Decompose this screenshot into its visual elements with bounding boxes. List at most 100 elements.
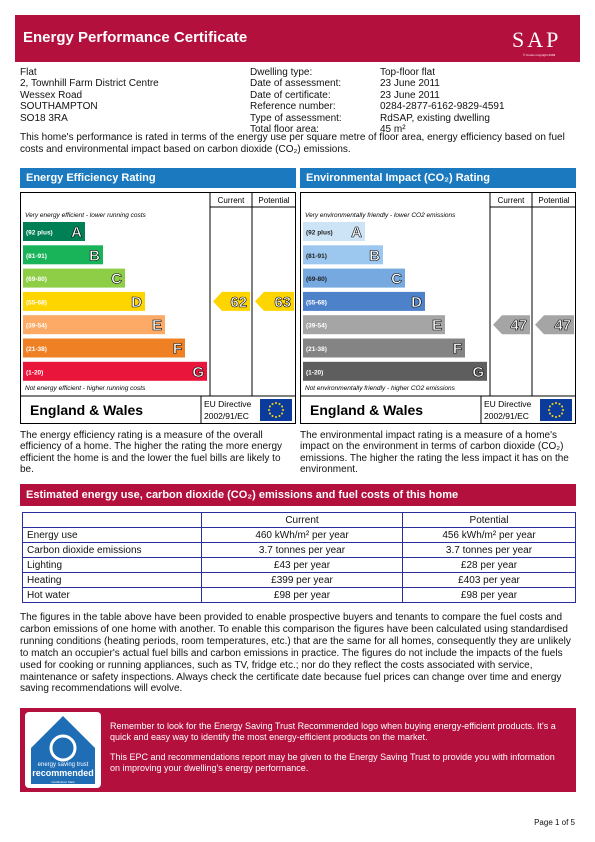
eu-star [548,405,551,408]
band-letter: B [89,247,100,264]
eu-star [558,402,561,405]
header-cell [22,512,202,528]
detail-label: Date of certificate: [250,89,331,101]
eu-star [271,415,274,418]
band-range: (1-20) [306,369,323,376]
address-line: 2, Townhill Farm District Centre [20,78,159,90]
table-cell: Hot water [22,587,202,603]
band-letter: C [111,271,122,288]
band [23,338,185,358]
detail-row: Date of assessment: 23 June 2011 [250,78,580,89]
rating-description: The environmental impact rating is a mea… [300,430,569,476]
chart-frame [300,192,576,424]
band [303,222,365,241]
table-row: Heating £399 per year £403 per year [22,572,576,588]
band [303,291,425,311]
table-cell: 456 kWh/m² per year [402,527,576,543]
band-range: (55-68) [26,299,47,306]
band [23,245,103,265]
detail-value: 0284-2877-6162-9829-4591 [380,101,505,113]
trust-logo: energy saving trust recommended Certific… [25,712,101,788]
band-letter: G [192,364,204,381]
band-letter: A [71,224,82,241]
band [23,268,125,288]
band [303,268,405,288]
detail-label: Date of assessment: [250,78,342,90]
eu-star [278,415,281,418]
band-letter: E [432,317,442,334]
rating-description: The energy efficiency rating is a measur… [20,430,283,476]
band-range: (92 plus) [26,230,53,237]
detail-label: Reference number: [250,101,336,113]
logo-swirl [49,734,77,762]
logo-note: © Crown copyright 2009 [523,53,556,57]
table-cell: 3.7 tonnes per year [402,542,576,558]
eu-flag [540,399,572,421]
band-range: (39-54) [306,323,327,330]
band [303,338,465,358]
eu-star [275,402,277,404]
directive: 2002/91/EC [204,411,249,421]
band [23,222,85,241]
band [23,315,165,335]
region: England & Wales [30,402,143,418]
band-range: (92 plus) [306,230,333,237]
band-range: (1-20) [26,369,43,376]
eu-star [278,402,281,405]
detail-label: Total floor area: [250,123,319,135]
table-cell: £399 per year [201,572,403,588]
eu-star [268,405,271,408]
eu-star [282,409,284,411]
address-line: Wessex Road [20,89,83,101]
region: England & Wales [310,402,423,418]
eu-star [561,405,564,408]
band-letter: A [351,224,362,241]
table-cell: Lighting [22,557,202,573]
band-letter: E [152,317,162,334]
detail-row: Type of assessment: RdSAP, existing dwell… [250,113,580,124]
table-cell: £403 per year [402,572,576,588]
rating-value: 62 [230,294,247,311]
eu-star [271,402,274,405]
trust-p1: Remember to look for the Energy Saving T… [110,721,556,742]
detail-label: Dwelling type: [250,67,313,78]
address-line: SO18 3RA [20,112,68,124]
eu-star [551,402,554,405]
band [23,361,207,381]
eu-star [548,412,551,415]
note: The figures in the table above have been… [20,612,571,695]
column-header: Current [218,196,245,205]
rating-chart: Current Potential Very environmentally fri… [300,192,576,424]
usage-title: Estimated energy use, carbon dioxide (CO… [20,484,576,506]
logo-main: recommended [32,768,94,778]
intro: This home's performance is rated in term… [20,132,565,155]
logo-house [31,716,95,784]
table-row: Lighting £43 per year £28 per year [22,557,576,573]
detail-row: Total floor area: 45 m² [250,124,580,135]
directive: EU Directive [204,399,252,409]
top-note: Very environmentally friendly - lower CO… [305,212,456,219]
eu-star [281,412,284,415]
details: Dwelling type: Top-floor flat Date of asse… [250,67,580,135]
directive: 2002/91/EC [484,411,529,421]
table-cell: Heating [22,572,202,588]
band-letter: B [369,247,380,264]
table-cell: £43 per year [201,557,403,573]
detail-label: Type of assessment: [250,112,342,124]
band-range: (21-38) [306,346,327,353]
table-row: Hot water £98 per year £98 per year [22,587,576,603]
detail-row: Dwelling type: Top-floor flat [250,67,580,78]
eu-star [555,402,557,404]
bottom-note: Not environmentally friendly - higher CO… [305,385,456,392]
address-line: SOUTHAMPTON [20,101,98,113]
band [303,245,383,265]
eu-star [558,415,561,418]
band-letter: F [173,341,182,358]
rating-chart: Current Potential Very energy efficient - … [20,192,296,424]
eu-flag [260,399,292,421]
rating-arrow [213,291,250,311]
rating-value: 47 [510,317,527,334]
eu-star [268,409,270,411]
table-cell: Energy use [22,527,202,543]
